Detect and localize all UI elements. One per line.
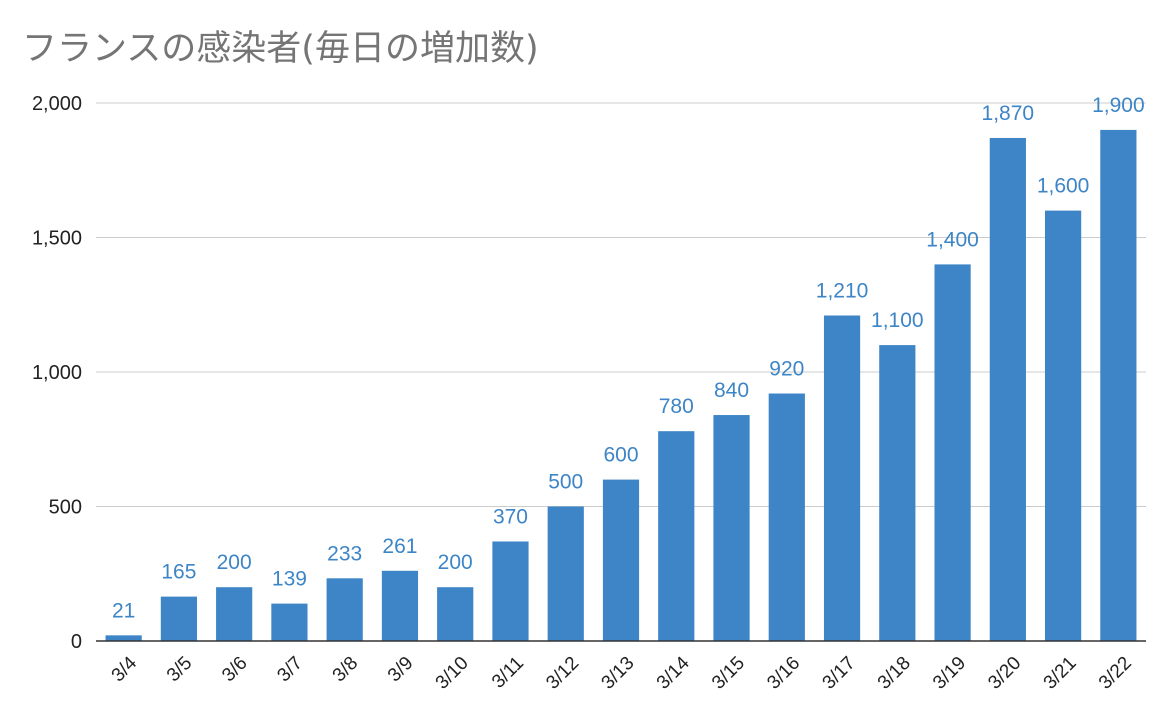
bar: [381, 570, 419, 641]
x-tick-label: 3/8: [329, 653, 363, 687]
bar: [547, 506, 584, 641]
data-labels: 21 165 200 139 233 261 200 370 500 600 780 840 920 1,…: [112, 94, 1145, 622]
y-tick-label: 500: [49, 497, 82, 519]
chart-title: フランスの感染者(毎日の増加数): [22, 29, 539, 69]
y-tick-label: 1,500: [32, 228, 82, 250]
bar: [768, 393, 805, 641]
bar: [934, 264, 971, 641]
bar: [989, 137, 1026, 641]
data-label: 261: [382, 535, 417, 558]
x-tick-label: 3/18: [874, 653, 915, 694]
data-label: 600: [603, 444, 638, 467]
bars: [105, 129, 1137, 641]
bar: [823, 315, 861, 641]
x-tick-label: 3/19: [929, 653, 970, 694]
x-tick-label: 3/12: [542, 653, 583, 694]
data-label: 780: [659, 395, 694, 418]
x-tick-label: 3/15: [708, 653, 749, 694]
data-label: 21: [112, 599, 135, 622]
x-tick-label: 3/13: [598, 653, 639, 694]
x-tick-label: 3/6: [218, 653, 252, 687]
bar: [437, 587, 474, 641]
y-tick-label: 0: [71, 631, 82, 653]
x-tick-label: 3/5: [163, 653, 197, 687]
y-tick-label: 1,000: [32, 362, 82, 384]
data-label: 500: [548, 471, 583, 494]
x-tick-label: 3/7: [273, 653, 307, 687]
data-label: 139: [272, 568, 307, 591]
bar: [713, 415, 750, 641]
data-label: 920: [769, 358, 804, 381]
x-tick-label: 3/11: [488, 653, 528, 693]
bar: [160, 596, 197, 641]
x-tick-label: 3/17: [819, 653, 860, 694]
gridlines: [96, 102, 1146, 507]
bar: [326, 578, 363, 641]
bar: [879, 345, 916, 641]
data-label: 1,600: [1037, 175, 1090, 198]
data-label: 1,210: [816, 280, 869, 303]
data-label: 200: [438, 551, 473, 574]
x-tick-label: 3/22: [1095, 653, 1136, 694]
bar: [1045, 210, 1082, 641]
data-label: 1,900: [1092, 94, 1145, 117]
data-label: 370: [493, 505, 528, 528]
x-tick-label: 3/20: [984, 653, 1025, 694]
x-tick-label: 3/21: [1040, 653, 1081, 694]
data-label: 840: [714, 379, 749, 402]
bar: [216, 587, 253, 641]
bar: [271, 603, 308, 641]
data-label: 200: [217, 551, 252, 574]
x-tick-label: 3/16: [763, 653, 804, 694]
bar: [1100, 129, 1137, 641]
data-label: 165: [161, 561, 196, 584]
data-label: 233: [327, 542, 362, 565]
bar: [658, 431, 695, 641]
y-tick-label: 2,000: [32, 93, 82, 115]
x-tick-label: 3/9: [384, 653, 418, 687]
x-tick-label: 3/14: [653, 652, 694, 693]
bar: [492, 541, 529, 641]
data-label: 1,100: [871, 309, 924, 332]
bar: [602, 479, 640, 641]
bar: [105, 635, 142, 641]
x-tick-label: 3/4: [108, 652, 142, 686]
data-label: 1,870: [982, 102, 1035, 125]
x-tick-label: 3/10: [432, 653, 473, 694]
data-label: 1,400: [926, 228, 979, 251]
y-axis-tick-labels: 0 500 1,000 1,500 2,000: [32, 93, 82, 653]
x-axis-tick-labels: 3/4 3/5 3/6 3/7 3/8 3/9 3/10 3/11 3/12 3/13 3/14 3/…: [108, 652, 1136, 693]
